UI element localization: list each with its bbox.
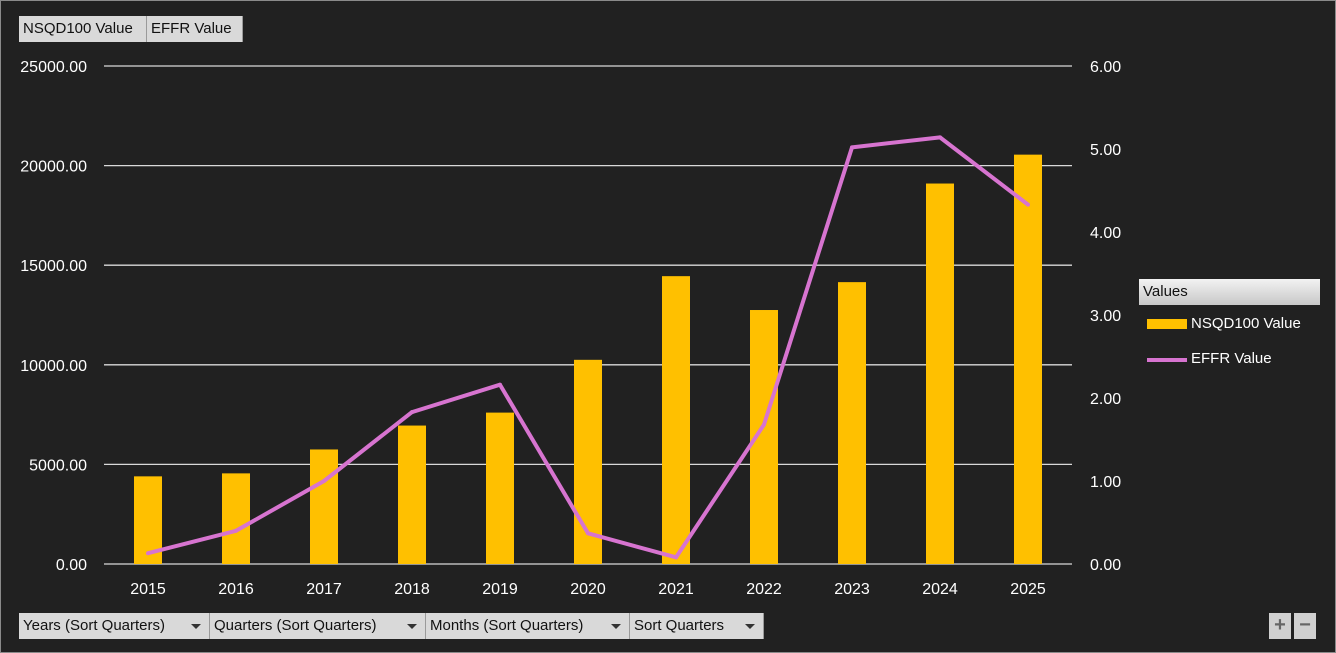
right-axis-ticks: 0.00 1.00 2.00 3.00 4.00 5.00 6.00 — [1090, 59, 1121, 574]
axis-field-years[interactable]: Years (Sort Quarters) — [19, 613, 210, 639]
left-tick-label: 5000.00 — [29, 457, 87, 474]
right-tick-label: 3.00 — [1090, 308, 1121, 325]
left-tick-label: 20000.00 — [20, 159, 87, 176]
x-tick-label: 2022 — [746, 581, 782, 598]
line-series-effr — [146, 135, 1030, 560]
axis-field-label: Years (Sort Quarters) — [23, 617, 165, 634]
x-tick-label: 2017 — [306, 581, 342, 598]
axis-field-label: Months (Sort Quarters) — [430, 617, 584, 634]
expand-button[interactable]: + — [1269, 613, 1291, 639]
bar-series-nsqd100 — [134, 154, 1042, 565]
value-field-label: NSQD100 Value — [23, 20, 133, 37]
legend-swatch-line — [1147, 358, 1187, 362]
minus-icon: − — [1299, 614, 1311, 636]
left-axis-ticks: 0.00 5000.00 10000.00 15000.00 20000.00 25000… — [20, 59, 87, 574]
axis-field-quarters[interactable]: Quarters (Sort Quarters) — [210, 613, 426, 639]
point-2016[interactable] — [234, 528, 238, 533]
right-tick-label: 6.00 — [1090, 59, 1121, 76]
axis-field-months[interactable]: Months (Sort Quarters) — [426, 613, 630, 639]
plus-icon: + — [1274, 614, 1286, 636]
left-tick-label: 10000.00 — [20, 358, 87, 375]
x-tick-label: 2023 — [834, 581, 870, 598]
right-tick-label: 1.00 — [1090, 474, 1121, 491]
point-2018[interactable] — [410, 410, 414, 415]
bar-2019[interactable] — [486, 412, 514, 564]
bar-2018[interactable] — [398, 425, 426, 564]
value-field-label: EFFR Value — [151, 20, 232, 37]
point-2015[interactable] — [146, 551, 150, 556]
left-tick-label: 25000.00 — [20, 59, 87, 76]
x-tick-label: 2018 — [394, 581, 430, 598]
x-tick-label: 2021 — [658, 581, 694, 598]
x-tick-label: 2024 — [922, 581, 958, 598]
chevron-down-icon — [611, 624, 621, 629]
point-2024[interactable] — [938, 135, 942, 140]
point-2022[interactable] — [762, 422, 766, 427]
right-tick-label: 4.00 — [1090, 225, 1121, 242]
point-2021[interactable] — [674, 555, 678, 560]
legend-title: Values — [1139, 279, 1320, 305]
right-tick-label: 0.00 — [1090, 557, 1121, 574]
axis-field-label: Sort Quarters — [634, 617, 725, 634]
value-field-nsqd100[interactable]: NSQD100 Value — [19, 16, 147, 42]
point-2017[interactable] — [322, 479, 326, 483]
chevron-down-icon — [407, 624, 417, 629]
point-2019[interactable] — [498, 382, 502, 387]
right-tick-label: 2.00 — [1090, 391, 1121, 408]
bar-2025[interactable] — [1014, 154, 1042, 565]
legend-label: EFFR Value — [1191, 350, 1272, 367]
x-tick-label: 2019 — [482, 581, 518, 598]
axis-field-label: Quarters (Sort Quarters) — [214, 617, 377, 634]
legend-label: NSQD100 Value — [1191, 315, 1301, 332]
bar-2021[interactable] — [662, 276, 690, 564]
chevron-down-icon — [745, 624, 755, 629]
point-2025[interactable] — [1026, 202, 1030, 207]
x-tick-label: 2015 — [130, 581, 166, 598]
bar-2017[interactable] — [310, 449, 338, 564]
bar-2016[interactable] — [222, 473, 250, 564]
x-tick-label: 2016 — [218, 581, 254, 598]
x-axis-ticks: 2015 2016 2017 2018 2019 2020 2021 2022 2023 2024… — [130, 581, 1046, 598]
legend-swatch-bar — [1147, 319, 1187, 329]
x-tick-label: 2025 — [1010, 581, 1046, 598]
point-2020[interactable] — [586, 531, 590, 536]
axis-field-sort-quarters[interactable]: Sort Quarters — [630, 613, 764, 639]
right-tick-label: 5.00 — [1090, 142, 1121, 159]
chevron-down-icon — [191, 624, 201, 629]
bar-2024[interactable] — [926, 183, 954, 564]
point-2023[interactable] — [850, 145, 854, 150]
x-tick-label: 2020 — [570, 581, 606, 598]
bar-2023[interactable] — [838, 282, 866, 564]
value-field-effr[interactable]: EFFR Value — [147, 16, 243, 42]
collapse-button[interactable]: − — [1294, 613, 1316, 639]
left-tick-label: 15000.00 — [20, 258, 87, 275]
left-tick-label: 0.00 — [56, 557, 87, 574]
